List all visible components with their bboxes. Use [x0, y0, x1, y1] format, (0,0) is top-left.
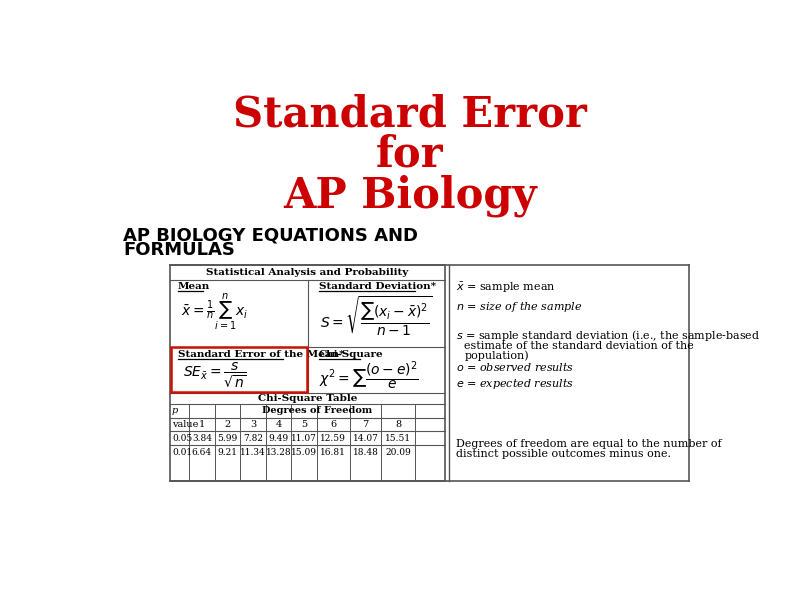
Text: FORMULAS: FORMULAS [123, 241, 235, 259]
Text: distinct possible outcomes minus one.: distinct possible outcomes minus one. [457, 449, 671, 459]
Text: 6.64: 6.64 [192, 448, 212, 456]
Text: 4: 4 [275, 420, 282, 429]
Text: 5: 5 [301, 420, 307, 429]
Text: 2: 2 [224, 420, 230, 429]
Text: 18.48: 18.48 [353, 448, 378, 456]
Text: 6: 6 [330, 420, 336, 429]
Text: $o$ = observed results: $o$ = observed results [457, 361, 574, 373]
Text: 16.81: 16.81 [320, 448, 346, 456]
Text: for: for [376, 134, 444, 176]
Text: 11.34: 11.34 [240, 448, 266, 456]
Text: 14.07: 14.07 [353, 434, 378, 443]
Text: AP BIOLOGY EQUATIONS AND: AP BIOLOGY EQUATIONS AND [123, 227, 418, 245]
Text: $e$ = expected results: $e$ = expected results [457, 378, 574, 391]
Text: $s$ = sample standard deviation (i.e., the sample-based: $s$ = sample standard deviation (i.e., t… [457, 329, 761, 343]
Text: population): population) [464, 350, 529, 361]
Text: 7: 7 [362, 420, 369, 429]
Text: 0.01: 0.01 [172, 448, 192, 456]
Text: $SE_{\bar{x}} = \dfrac{s}{\sqrt{n}}$: $SE_{\bar{x}} = \dfrac{s}{\sqrt{n}}$ [183, 361, 246, 390]
Text: Statistical Analysis and Probability: Statistical Analysis and Probability [206, 268, 409, 276]
Text: 11.07: 11.07 [291, 434, 317, 443]
Text: $S = \sqrt{\dfrac{\sum(x_i - \bar{x})^2}{n-1}}$: $S = \sqrt{\dfrac{\sum(x_i - \bar{x})^2}… [320, 295, 433, 339]
Text: estimate of the standard deviation of the: estimate of the standard deviation of th… [464, 341, 694, 351]
Text: Degrees of freedom are equal to the number of: Degrees of freedom are equal to the numb… [457, 439, 722, 449]
Text: 1: 1 [198, 420, 205, 429]
Text: Standard Error: Standard Error [233, 94, 587, 136]
Text: 9.21: 9.21 [218, 448, 238, 456]
Text: Degrees of Freedom: Degrees of Freedom [262, 406, 372, 415]
Text: Chi-Square: Chi-Square [318, 350, 383, 359]
Text: 3: 3 [250, 420, 256, 429]
Text: 15.51: 15.51 [386, 434, 411, 443]
Text: 5.99: 5.99 [218, 434, 238, 443]
Bar [170, 265, 445, 481]
Text: $\chi^2 = \sum\dfrac{(o-e)^2}{e}$: $\chi^2 = \sum\dfrac{(o-e)^2}{e}$ [318, 359, 418, 392]
Text: 8: 8 [395, 420, 402, 429]
Text: AP Biology: AP Biology [283, 175, 537, 217]
Text: 0.05: 0.05 [172, 434, 192, 443]
Text: $n$ = size of the sample: $n$ = size of the sample [457, 300, 583, 314]
Text: value: value [172, 420, 198, 429]
Text: Mean: Mean [178, 282, 210, 291]
Text: 7.82: 7.82 [243, 434, 263, 443]
Text: 13.28: 13.28 [266, 448, 291, 456]
Text: p: p [172, 406, 178, 415]
Text: 12.59: 12.59 [320, 434, 346, 443]
Text: $\bar{x}$ = sample mean: $\bar{x}$ = sample mean [457, 281, 556, 295]
Text: 20.09: 20.09 [386, 448, 411, 456]
Text: Standard Error of the Mean*: Standard Error of the Mean* [178, 350, 344, 359]
Text: 15.09: 15.09 [291, 448, 318, 456]
Text: Standard Deviation*: Standard Deviation* [318, 282, 436, 291]
Text: $\bar{x} = \frac{1}{n}\sum_{i=1}^{n} x_i$: $\bar{x} = \frac{1}{n}\sum_{i=1}^{n} x_i… [182, 292, 249, 333]
Text: 3.84: 3.84 [192, 434, 212, 443]
Text: 9.49: 9.49 [269, 434, 289, 443]
Text: Chi-Square Table: Chi-Square Table [258, 394, 357, 403]
